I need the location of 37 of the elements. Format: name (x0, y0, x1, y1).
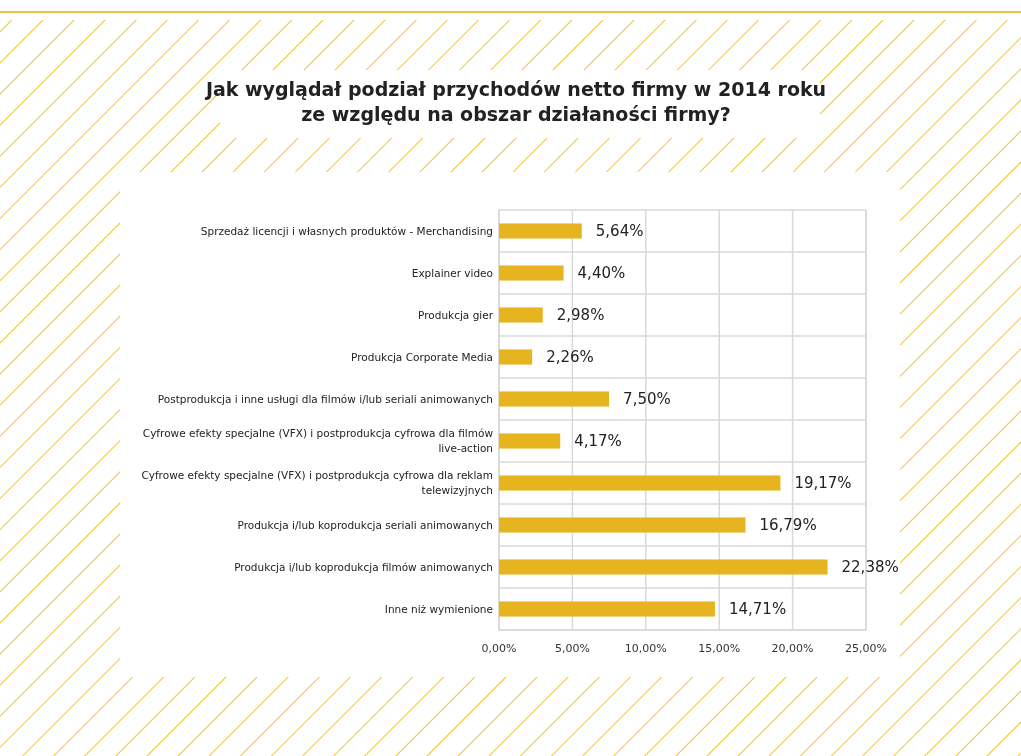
x-tick-label: 5,00% (554, 642, 590, 655)
bar (499, 349, 533, 365)
y-tick-label: Cyfrowe efekty specjalne (VFX) i postprodukcja cyfrowa dla reklam telewizyjnych (141, 469, 493, 497)
chart-title: Jak wyglądał podział przychodów netto firmy w 2014 roku ze względu na obszar działaności firmy? (203, 78, 827, 125)
bar (499, 559, 828, 575)
bar (499, 475, 781, 491)
y-tick-label: Cyfrowe efekty specjalne (VFX) i postprodukcja cyfrowa dla filmów live-action (142, 427, 494, 455)
bar (499, 391, 610, 407)
data-label: 14,71% (728, 600, 787, 619)
x-tick-label: 20,00% (771, 642, 814, 655)
bar (499, 601, 715, 617)
bar (499, 517, 746, 533)
y-tick-label: Produkcja i/lub koprodukcja filmów animowanych (234, 560, 493, 573)
y-tick-label: Explainer video (411, 266, 493, 279)
data-label: 19,17% (794, 474, 852, 493)
x-tick-label: 15,00% (698, 642, 741, 655)
bar (499, 307, 543, 323)
bar (499, 265, 564, 281)
y-tick-label: Produkcja i/lub koprodukcja seriali animowanych (237, 518, 493, 531)
x-tick-label: 10,00% (624, 642, 667, 655)
data-label: 2,26% (546, 348, 594, 367)
data-label: 2,98% (556, 306, 605, 325)
y-tick-label: Produkcja Corporate Media (351, 350, 493, 363)
data-label: 16,79% (759, 516, 817, 535)
y-tick-label: Inne niż wymienione (384, 602, 493, 615)
y-tick-label: Postprodukcja i inne usługi dla filmów i/lub seriali animowanych (157, 392, 493, 405)
y-tick-label: Produkcja gier (418, 308, 494, 321)
x-tick-label: 25,00% (845, 642, 887, 655)
data-label: 4,40% (577, 264, 626, 283)
data-label: 4,17% (574, 432, 622, 451)
data-label: 22,38% (841, 558, 899, 577)
x-tick-label: 0,00% (481, 642, 517, 655)
bar (499, 223, 582, 239)
data-label: 5,64% (595, 222, 644, 241)
data-label: 7,50% (623, 390, 671, 409)
y-tick-label: Sprzedaż licencji i własnych produktów - Merchandising (200, 224, 493, 237)
bar (499, 433, 561, 449)
